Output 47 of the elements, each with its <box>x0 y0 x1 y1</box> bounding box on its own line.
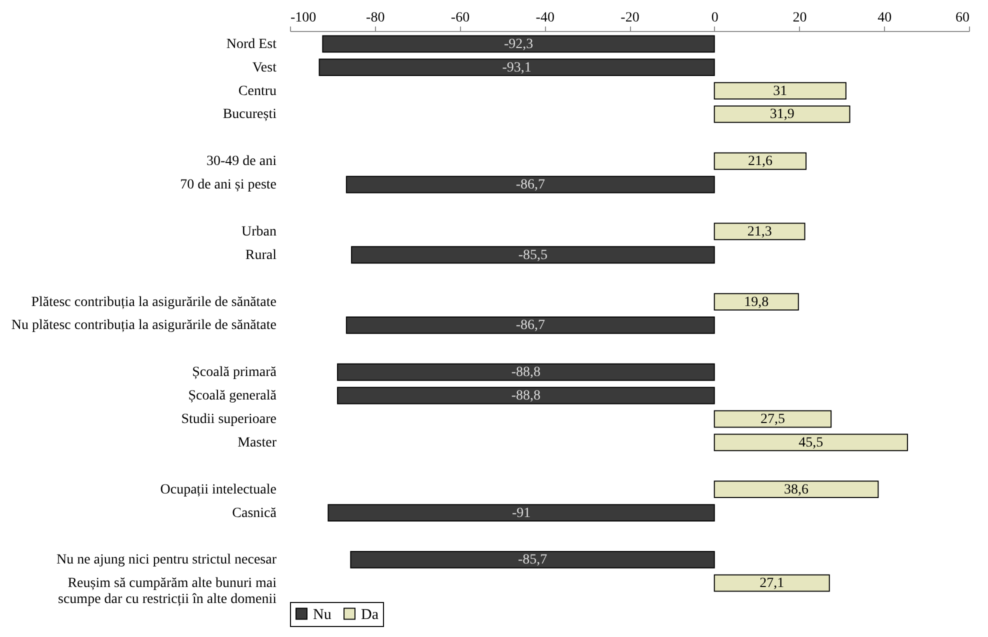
x-tick-label: 20 <box>792 10 807 26</box>
x-tick-label: 60 <box>956 10 970 26</box>
data-label: 21,6 <box>748 154 772 170</box>
data-label: -93,1 <box>502 60 532 76</box>
data-label: 31 <box>773 84 788 99</box>
x-tick-label: 40 <box>878 10 892 26</box>
y-tick-label: 30-49 de ani <box>206 154 277 170</box>
y-tick-label: București <box>222 107 277 122</box>
y-tick-label: Rural <box>245 248 277 263</box>
y-tick-label: Plătesc contribuția la asigurările de sănătate <box>31 294 276 310</box>
data-label: -88,8 <box>511 365 541 380</box>
x-tick-label: -100 <box>290 10 316 26</box>
data-label: 19,8 <box>744 294 769 310</box>
y-tick-label: Școală primară <box>192 365 278 380</box>
y-tick-label: Școală generală <box>188 388 278 404</box>
y-tick-label: Urban <box>242 224 276 240</box>
data-label: 27,1 <box>760 576 784 592</box>
data-label: 45,5 <box>798 435 824 450</box>
y-tick-label: Casnică <box>232 506 278 521</box>
x-tick-label: -40 <box>536 10 554 26</box>
y-tick-label: Nord Est <box>226 36 277 52</box>
x-tick-label: -60 <box>450 10 470 26</box>
y-tick-label: Nu ne ajung nici pentru strictul necesar <box>56 552 277 568</box>
data-label: 27,5 <box>760 412 785 427</box>
legend-label: Nu <box>313 606 332 623</box>
y-tick-label: Centru <box>238 84 276 99</box>
data-label: -86,7 <box>516 318 545 334</box>
data-label: 38,6 <box>784 482 809 498</box>
x-tick-label: -80 <box>366 10 385 26</box>
data-label: -85,5 <box>518 248 548 263</box>
y-tick-label: Studii superioare <box>181 412 276 427</box>
data-label: 21,3 <box>747 224 772 240</box>
data-label: -86,7 <box>516 178 545 193</box>
y-tick-label: Nu plătesc contribuția la asigurările de sănătate <box>11 318 276 334</box>
data-label: -85,7 <box>518 552 548 568</box>
data-label: 31,9 <box>770 107 794 122</box>
y-tick-label: Vest <box>252 60 277 76</box>
x-tick-label: -20 <box>620 10 640 26</box>
data-label: -92,3 <box>504 36 534 52</box>
y-tick-label: 70 de ani și peste <box>180 178 276 193</box>
x-tick-label: 0 <box>711 10 718 26</box>
y-tick-label: Master <box>238 435 277 450</box>
data-label: -88,8 <box>511 388 541 404</box>
y-tick-label: Ocupații intelectuale <box>160 482 276 498</box>
legend-label: Da <box>361 606 379 623</box>
y-tick-label: Reușim să cumpărăm alte bunuri mai scumpe dar cu restricții în alte domenii <box>58 576 277 608</box>
data-label: -91 <box>512 506 531 521</box>
